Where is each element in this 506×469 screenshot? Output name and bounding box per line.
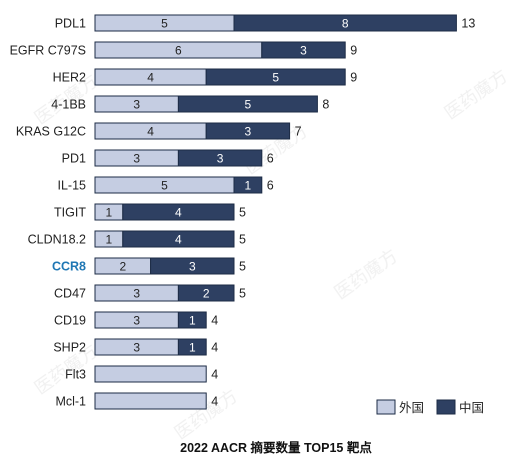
svg-text:医药魔方: 医药魔方	[331, 246, 402, 304]
segment-value-label: 3	[133, 151, 140, 165]
segment-value-label: 8	[342, 16, 349, 30]
legend-swatch	[376, 399, 396, 415]
total-value-label: 4	[211, 341, 218, 355]
category-label: KRAS G12C	[16, 125, 86, 139]
total-value-label: 5	[239, 260, 246, 274]
segment-value-label: 4	[147, 70, 154, 84]
bar-segment-china	[177, 95, 318, 113]
segment-value-label: 6	[175, 43, 182, 57]
category-label: TIGIT	[54, 206, 86, 220]
segment-value-label: 5	[272, 70, 279, 84]
bar-segment-china	[177, 284, 235, 302]
segment-value-label: 5	[161, 16, 168, 30]
segment-value-label: 5	[161, 178, 168, 192]
bar-segment-china	[205, 68, 346, 86]
bar-segment-foreign	[94, 365, 207, 383]
total-value-label: 4	[211, 368, 218, 382]
segment-value-label: 1	[189, 313, 196, 327]
bar-segment-china	[177, 311, 207, 329]
segment-value-label: 3	[133, 313, 140, 327]
total-value-label: 4	[211, 395, 218, 409]
category-label: HER2	[53, 71, 86, 85]
category-label: EGFR C797S	[10, 44, 86, 58]
segment-value-label: 3	[133, 97, 140, 111]
legend-swatch	[436, 399, 456, 415]
bar-segment-foreign	[94, 392, 207, 410]
segment-value-label: 4	[175, 205, 182, 219]
segment-value-label: 3	[245, 124, 252, 138]
bar-segment-china	[233, 176, 263, 194]
total-value-label: 5	[239, 287, 246, 301]
legend-label: 中国	[459, 400, 484, 415]
total-value-label: 6	[267, 179, 274, 193]
legend: 外国 中国	[376, 399, 484, 415]
bar-segment-china	[122, 230, 235, 248]
category-label: CLDN18.2	[28, 233, 86, 247]
bar-segment-china	[205, 122, 291, 140]
category-label: SHP2	[53, 341, 86, 355]
segment-value-label: 1	[106, 232, 113, 246]
bar-segment-china	[177, 149, 263, 167]
total-value-label: 9	[350, 44, 357, 58]
segment-value-label: 4	[147, 124, 154, 138]
segment-value-label: 1	[245, 178, 252, 192]
segment-value-label: 1	[189, 340, 196, 354]
watermark: 医药魔方 医药魔方 医药魔方 医药魔方 医药魔方 医药魔方	[31, 66, 506, 444]
bar-segment-china	[177, 338, 207, 356]
total-value-label: 4	[211, 314, 218, 328]
category-label: CD19	[54, 314, 86, 328]
svg-text:医药魔方: 医药魔方	[441, 66, 506, 124]
total-value-label: 9	[350, 71, 357, 85]
chart-title: 2022 AACR 摘要数量 TOP15 靶点	[180, 440, 372, 455]
category-label: 4-1BB	[51, 98, 86, 112]
segment-value-label: 3	[189, 259, 196, 273]
segment-value-label: 3	[133, 340, 140, 354]
segment-value-label: 3	[133, 286, 140, 300]
legend-label: 外国	[399, 401, 424, 415]
category-label: CD47	[54, 287, 86, 301]
segment-value-label: 5	[245, 97, 252, 111]
total-value-label: 6	[267, 152, 274, 166]
segment-value-label: 4	[175, 232, 182, 246]
category-label: PD1	[62, 152, 86, 166]
segment-value-label: 3	[217, 151, 224, 165]
total-value-label: 8	[322, 98, 329, 112]
segment-value-label: 2	[119, 259, 126, 273]
bar-segment-china	[261, 41, 346, 59]
category-label: IL-15	[58, 179, 87, 193]
bar-segment-china	[233, 14, 457, 32]
category-label: PDL1	[55, 17, 86, 31]
bar-segment-china	[122, 203, 235, 221]
total-value-label: 7	[295, 125, 302, 139]
segment-value-label: 2	[203, 286, 210, 300]
category-label: Flt3	[65, 368, 86, 382]
total-value-label: 5	[239, 233, 246, 247]
category-label: CCR8	[52, 260, 86, 274]
category-label: Mcl-1	[55, 395, 86, 409]
segment-value-label: 1	[106, 205, 113, 219]
total-value-label: 13	[461, 17, 475, 31]
bar-segment-china	[150, 257, 235, 275]
total-value-label: 5	[239, 206, 246, 220]
segment-value-label: 3	[300, 43, 307, 57]
